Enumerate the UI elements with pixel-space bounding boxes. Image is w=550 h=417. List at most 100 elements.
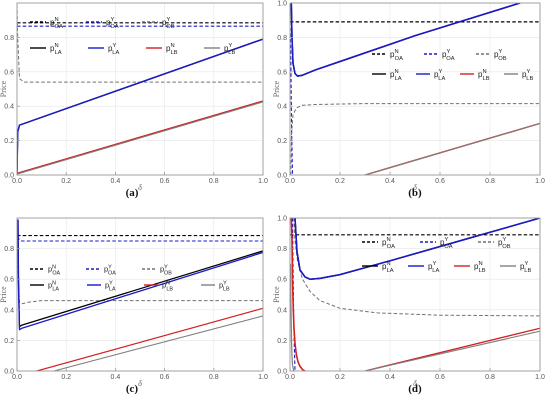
series-group [290,218,540,371]
series-line-pla-y [290,3,521,77]
legend-label: pY OA [106,17,119,30]
y-axis-label: Price [0,286,8,303]
x-tick-label: 0.4 [385,374,395,381]
x-tick-label: 0.6 [435,178,445,185]
x-tick-label: 0.2 [335,374,345,381]
legend-label: pN OA [48,264,61,276]
y-tick-label: 0.2 [277,138,287,145]
y-axis-label: Price [272,286,281,303]
series-line-plb-y [53,315,263,371]
series-line-plb-n [36,307,263,371]
legend-label: pY OA [442,49,455,62]
x-axis-label: δ [138,379,142,388]
y-tick-label: 0.8 [4,246,14,253]
y-tick-label: 0.2 [4,138,14,145]
legend-label: pY LB [224,43,235,56]
y-tick-label: 0.6 [277,69,287,76]
chart-panel-b: 0.0 0.2 0.4 0.6 0.8 1.0 0.0 0.2 0.4 0.6 0.8 1.0 δ Pri… [272,1,545,193]
x-tick-label: 0.2 [61,178,71,185]
y-tick-label: 0.6 [277,277,287,284]
y-tick-label: 0.0 [4,173,14,180]
y-tick-label: 0.0 [277,369,287,376]
x-tick-label: 0.8 [485,374,495,381]
y-tick-label: 0.6 [4,69,14,76]
y-tick-label: 0.6 [4,277,14,284]
plot-frame [16,217,264,372]
series-line-plb-n [17,100,263,174]
x-tick-label: 1.0 [258,178,268,185]
series-line-plb-y-upper [364,330,540,371]
legend-label: pY OA [104,264,116,276]
series-line-plb-y-lower [290,263,295,371]
chart-panel-a: 0.0 0.2 0.4 0.6 0.8 1.0 0.0 0.2 0.4 0.6 0.8 δ Price p… [0,2,268,192]
panel-caption: (a) [126,187,139,199]
legend-label: pY LB [522,69,533,82]
x-tick-label: 0.4 [111,374,121,381]
legend-label: pY OB [162,17,175,30]
x-axis-label: δ [413,183,417,192]
series-line-poa-y [290,21,294,175]
plot-frame [289,2,541,176]
x-tick-label: 0.6 [160,178,170,185]
x-tick-label: 0.0 [12,374,22,381]
legend-label: pN LB [478,69,490,82]
y-tick-label: 0.8 [277,35,287,42]
x-tick-label: 1.0 [535,374,545,381]
y-tick-label: 0.8 [4,35,14,42]
y-tick-label: 0.0 [277,173,287,180]
legend-label: pN LA [382,261,394,274]
series-group [290,3,540,175]
legend-label: pN OA [390,49,403,62]
legend-label: pY LA [428,261,439,274]
legend-label: pY LB [219,280,230,292]
x-tick-label: 0.0 [285,178,295,185]
y-axis-label: Price [0,80,8,97]
x-tick-label: 0.8 [209,178,219,185]
y-tick-label: 0.0 [4,369,14,376]
legend-label: pY OB [160,264,172,276]
legend-label: pN LA [50,43,62,56]
legend-label: pY OB [498,237,511,250]
y-tick-label: 0.2 [4,338,14,345]
series-line-pla-y [17,219,263,331]
x-tick-label: 0.2 [61,374,71,381]
panel-caption: (b) [408,187,422,199]
legend-label: pN LA [390,69,402,82]
y-tick-label: 1.0 [277,1,287,8]
legend-label: pY LA [108,43,119,56]
series-line-pob-y [293,218,540,317]
series-line-pob-y [290,103,540,175]
x-axis-label: δ [138,183,142,192]
legend-label: pY LB [520,261,531,274]
x-tick-label: 0.4 [385,178,395,185]
legend-label: pN LA [48,280,59,292]
y-tick-label: 0.8 [277,246,287,253]
legend-label: pN LB [474,261,486,274]
series-line-pla-n [17,38,263,175]
x-axis-label: δ [413,379,417,388]
legend-label: pN LB [166,43,178,56]
panel-caption: (d) [408,383,422,395]
x-tick-label: 0.0 [12,178,22,185]
chart-panel-c: 0.0 0.2 0.4 0.6 0.8 1.0 0.0 0.2 0.4 0.6 0.8 δ Price p… [0,217,268,388]
y-tick-label: 0.4 [277,307,287,314]
plot-frame [16,2,264,176]
x-tick-label: 0.8 [209,374,219,381]
legend-label: pN OA [50,17,63,30]
series-line-plb-y [17,101,263,175]
chart-panel-d: 0.0 0.2 0.4 0.6 0.8 1.0 0.0 0.2 0.4 0.6 0.8 1.0 δ Pri… [272,216,545,389]
y-axis-label: Price [272,80,281,97]
series-line-poa-y [17,219,263,242]
legend-label: pY OB [494,49,507,62]
series-group [17,219,263,371]
series-line-plb-y [364,122,540,175]
series-line-plb-n-lower [290,218,306,371]
x-tick-label: 0.6 [435,374,445,381]
legend-label: pY LA [434,69,445,82]
x-tick-label: 0.2 [335,178,345,185]
